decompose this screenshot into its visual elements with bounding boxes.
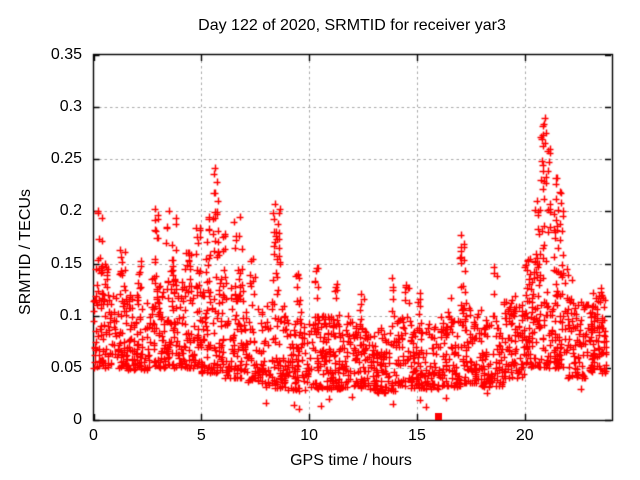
y-tick-label: 0.2 [59, 202, 82, 220]
y-tick-label: 0.05 [50, 358, 82, 376]
y-tick-label: 0 [73, 411, 82, 428]
x-tick-label: 20 [515, 427, 534, 444]
x-axis-label: GPS time / hours [290, 452, 412, 469]
chart-title: Day 122 of 2020, SRMTID for receiver yar… [198, 17, 506, 34]
y-tick-label: 0.35 [50, 46, 82, 63]
y-tick-label: 0.3 [59, 98, 82, 116]
y-tick-label: 0.25 [50, 150, 82, 168]
x-tick-label: 15 [408, 427, 426, 444]
y-tick-label: 0.1 [59, 306, 82, 324]
y-tick-label: 0.15 [50, 254, 82, 272]
x-tick-label: 0 [89, 427, 98, 444]
x-tick-label: 10 [300, 427, 319, 444]
x-tick-label: 5 [196, 427, 206, 444]
